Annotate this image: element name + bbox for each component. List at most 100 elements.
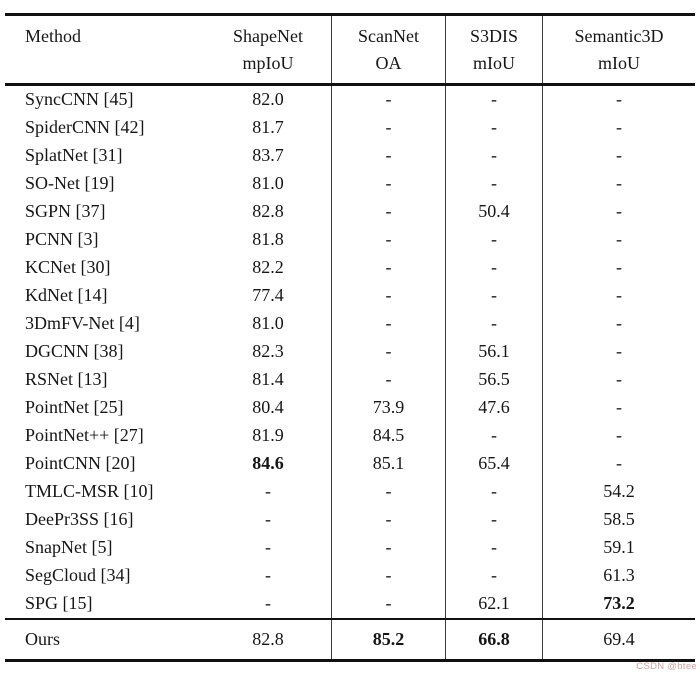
value-cell: 81.4: [252, 369, 284, 389]
method-cell: SnapNet [5]: [25, 537, 113, 557]
value-cell: 65.4: [445, 449, 542, 478]
value-cell: -: [445, 113, 542, 142]
column-title: Semantic3D: [574, 26, 664, 46]
value-cell: -: [542, 113, 695, 142]
value-cell: 81.7: [252, 117, 284, 137]
table-header-row: Method ShapeNet mpIoU ScanNet OA S3DIS m…: [5, 16, 695, 83]
value-cell: -: [331, 141, 445, 170]
value-cell: -: [542, 337, 695, 366]
value-cell: 50.4: [445, 197, 542, 226]
watermark: CSDN @btee: [636, 661, 697, 672]
value-cell: -: [542, 309, 695, 338]
value-cell: -: [445, 533, 542, 562]
table-bottom-rule: [5, 658, 695, 662]
value-cell: -: [265, 565, 271, 585]
value-cell: 83.7: [252, 145, 284, 165]
method-cell: SGPN [37]: [25, 201, 106, 221]
table-row: RSNet [13] 81.4 -56.5-: [5, 365, 695, 394]
method-cell: TMLC-MSR [10]: [25, 481, 154, 501]
value-cell: -: [331, 477, 445, 506]
value-cell: -: [542, 141, 695, 170]
value-cell: 81.9: [252, 425, 284, 445]
value-cell: -: [331, 85, 445, 114]
value-cell: 58.5: [542, 505, 695, 534]
value-cell: -: [445, 309, 542, 338]
value-cell: 82.8: [252, 628, 284, 649]
method-cell: 3DmFV-Net [4]: [25, 313, 140, 333]
value-cell: 47.6: [445, 393, 542, 422]
value-cell: 84.6: [252, 453, 284, 473]
value-cell: -: [265, 593, 271, 613]
method-cell: RSNet [13]: [25, 369, 108, 389]
table-row: SO-Net [19] 81.0- - -: [5, 169, 695, 198]
value-cell: 77.4: [252, 285, 284, 305]
value-cell: -: [445, 253, 542, 282]
column-title: S3DIS: [469, 26, 518, 46]
method-cell: PointCNN [20]: [25, 453, 136, 473]
value-cell: -: [331, 337, 445, 366]
value-cell: 85.2: [331, 619, 445, 659]
value-cell: -: [445, 141, 542, 170]
method-cell: SpiderCNN [42]: [25, 117, 145, 137]
column-header-shapenet: ShapeNet mpIoU: [205, 16, 331, 83]
value-cell: 62.1: [445, 589, 542, 618]
method-cell: PCNN [3]: [25, 229, 99, 249]
value-cell: 80.4: [252, 397, 284, 417]
value-cell: -: [445, 169, 542, 198]
value-cell: 85.1: [331, 449, 445, 478]
value-cell: 84.5: [331, 421, 445, 450]
column-subtitle: mIoU: [598, 53, 640, 73]
table-body: SyncCNN [45] 82.0- - - SpiderCNN [42] 81.7- - -…: [5, 85, 695, 618]
value-cell: -: [445, 85, 542, 114]
value-cell: -: [542, 225, 695, 254]
table-row: TMLC-MSR [10] - - -54.2: [5, 477, 695, 506]
method-cell: PointNet [25]: [25, 397, 124, 417]
value-cell: 82.3: [252, 341, 284, 361]
table-row: PointNet [25] 80.4 73.9 47.6-: [5, 393, 695, 422]
value-cell: -: [445, 505, 542, 534]
value-cell: -: [445, 561, 542, 590]
table-row: SPG [15] - -62.1 73.2: [5, 589, 695, 618]
value-cell: 81.8: [252, 229, 284, 249]
value-cell: -: [331, 589, 445, 618]
column-subtitle: mpIoU: [242, 53, 294, 73]
value-cell: 73.9: [331, 393, 445, 422]
value-cell: 81.0: [252, 313, 284, 333]
method-cell: SplatNet [31]: [25, 145, 123, 165]
value-cell: -: [445, 421, 542, 450]
value-cell: -: [331, 253, 445, 282]
method-cell: DGCNN [38]: [25, 341, 124, 361]
value-cell: -: [331, 365, 445, 394]
value-cell: -: [542, 169, 695, 198]
value-cell: 73.2: [542, 589, 695, 618]
summary-row: Ours 82.8 85.2 66.8 69.4: [5, 619, 695, 659]
column-header-s3dis: S3DIS mIoU: [445, 16, 542, 83]
table-mid-rule: [5, 617, 695, 620]
value-cell: -: [542, 365, 695, 394]
value-cell: -: [542, 281, 695, 310]
column-title: ScanNet: [358, 26, 419, 46]
value-cell: -: [331, 309, 445, 338]
table-row: SpiderCNN [42] 81.7- - -: [5, 113, 695, 142]
value-cell: 54.2: [542, 477, 695, 506]
table-row: PCNN [3] 81.8- - -: [5, 225, 695, 254]
value-cell: -: [445, 225, 542, 254]
column-header-scannet: ScanNet OA: [331, 16, 445, 83]
table-row: SegCloud [34] - - -61.3: [5, 561, 695, 590]
results-table: Method ShapeNet mpIoU ScanNet OA S3DIS m…: [5, 13, 695, 662]
value-cell: -: [265, 481, 271, 501]
value-cell: -: [265, 537, 271, 557]
value-cell: -: [542, 197, 695, 226]
column-title: ShapeNet: [233, 26, 303, 46]
value-cell: 66.8: [445, 619, 542, 659]
value-cell: 82.2: [252, 257, 284, 277]
table-row: KdNet [14] 77.4- - -: [5, 281, 695, 310]
table-row: PointCNN [20] 84.6 85.1 65.4-: [5, 449, 695, 478]
table-row: SyncCNN [45] 82.0- - -: [5, 85, 695, 114]
method-cell: KCNet [30]: [25, 257, 111, 277]
table-row: PointNet++ [27] 81.9 84.5- -: [5, 421, 695, 450]
value-cell: -: [331, 561, 445, 590]
value-cell: -: [542, 393, 695, 422]
method-cell: SPG [15]: [25, 593, 93, 613]
